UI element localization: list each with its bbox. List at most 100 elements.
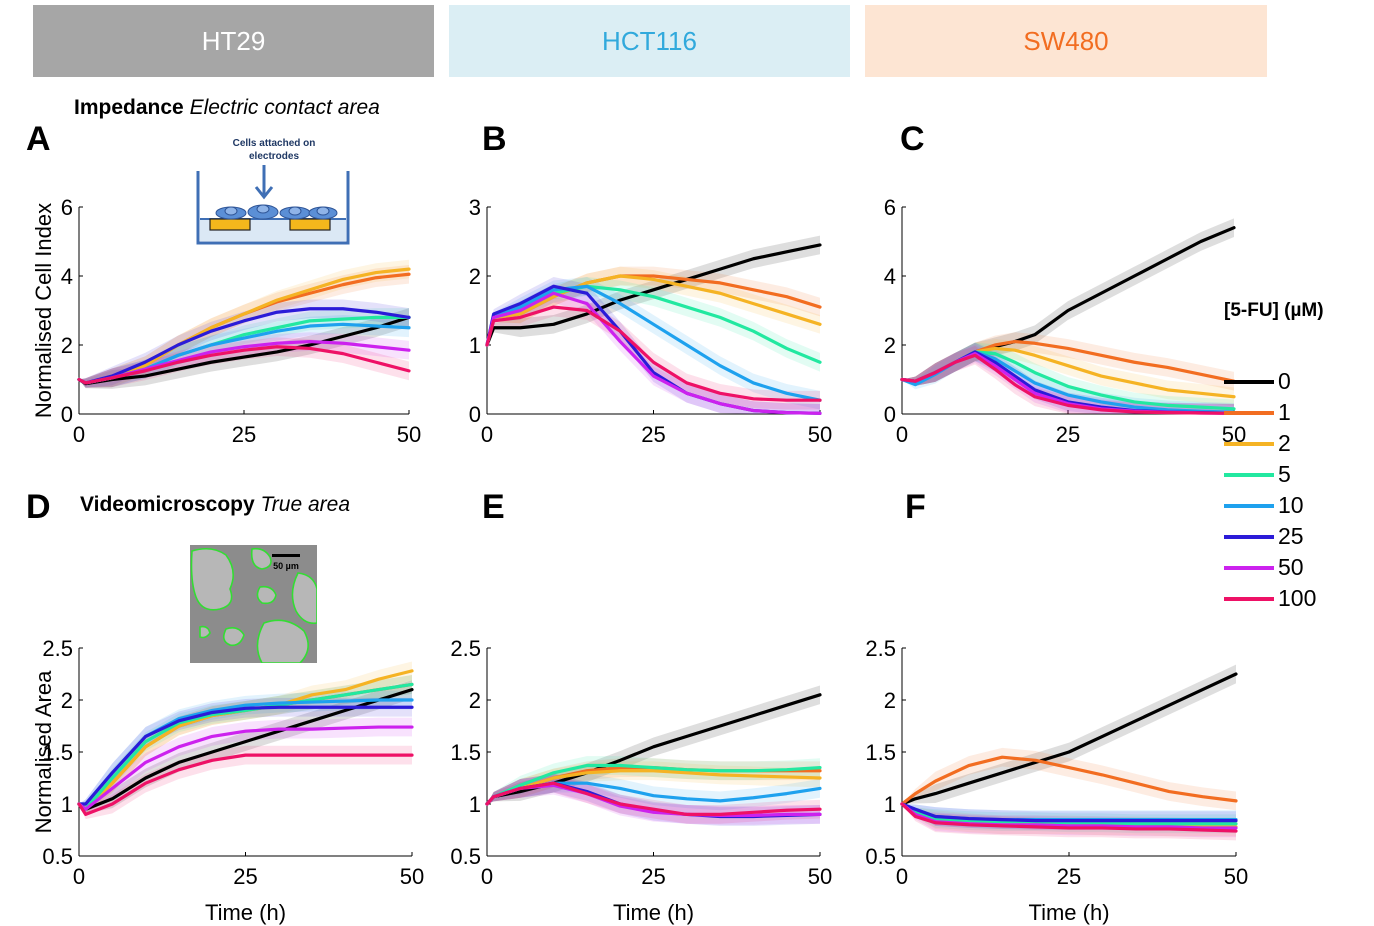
series-0-line (485, 243, 822, 347)
well-outline (196, 171, 350, 245)
legend-item-2: 2 (1224, 428, 1372, 459)
y-tick-label: 0 (469, 402, 481, 427)
header-sw480-label: SW480 (1023, 25, 1109, 56)
x-tick-label: 50 (808, 864, 832, 889)
y-tick-label: 2 (61, 333, 73, 358)
y-tick-label: 2.5 (450, 636, 481, 661)
x-axis-label: Time (h) (1028, 900, 1109, 925)
series-10-error-band (79, 690, 412, 809)
y-tick-label: 0.5 (42, 844, 73, 869)
series-25-error-band (79, 697, 412, 809)
impedance-title-bold: Impedance (74, 96, 184, 119)
y-tick-label: 1.5 (450, 740, 481, 765)
legend-label: 5 (1278, 461, 1291, 487)
inset-caption-1: Cells attached on (233, 138, 316, 149)
scale-bar (272, 554, 300, 557)
x-tick-label: 50 (1224, 864, 1248, 889)
x-tick-label: 50 (397, 422, 421, 447)
series-0-error-band (79, 680, 412, 814)
impedance-title-italic: Electric contact area (189, 96, 380, 119)
series-25-line (77, 705, 414, 806)
scale-bar-label: 50 µm (273, 561, 299, 571)
x-tick-label: 0 (481, 864, 493, 889)
legend-swatch (1224, 472, 1274, 477)
legend-swatch (1224, 565, 1274, 570)
series-100-line (485, 305, 822, 402)
series-2-error-band (487, 266, 820, 345)
y-tick-label: 2 (469, 688, 481, 713)
y-tick-label: 0 (884, 402, 896, 427)
series-50-line (77, 725, 414, 811)
series-0-line (900, 672, 1238, 806)
legend-swatch (1224, 596, 1274, 601)
legend-item-5: 5 (1224, 459, 1372, 490)
y-tick-label: 1.5 (865, 740, 896, 765)
cell-colonies (190, 547, 318, 664)
video-title-italic: True area (260, 493, 351, 516)
panel-letter-b: B (482, 120, 507, 158)
y-tick-label: 0.5 (865, 844, 896, 869)
legend-swatch (1224, 534, 1274, 539)
y-tick-label: 6 (884, 195, 896, 220)
legend: [5-FU] (µM) 0 1 2 5 10 25 50 100 (1224, 300, 1372, 614)
cells-icon (215, 204, 338, 220)
y-tick-label: 1 (884, 792, 896, 817)
chart-panel-d: 0 25 50 0.5 1 1.5 2 2.5 Normalised Area Time (h) (31, 636, 424, 925)
header-ht29-label: HT29 (201, 25, 266, 56)
y-tick-label: 3 (469, 195, 481, 220)
inset-caption-2: electrodes (249, 151, 299, 162)
y-tick-label: 2 (884, 688, 896, 713)
series-10-error-band (79, 314, 409, 388)
x-axis-label: Time (h) (613, 900, 694, 925)
y-tick-label: 2 (884, 333, 896, 358)
header-ht29: HT29 (33, 5, 434, 77)
x-tick-label: 0 (481, 422, 493, 447)
series-5-line (485, 763, 822, 806)
series-0-line (485, 693, 822, 806)
series-1-error-band (902, 747, 1236, 811)
legend-swatch (1224, 379, 1274, 384)
panel-letter-f: F (905, 488, 926, 526)
series-100-line (77, 753, 414, 817)
series-25-line (900, 802, 1238, 823)
x-tick-label: 25 (1057, 864, 1081, 889)
x-tick-label: 50 (400, 864, 424, 889)
x-tick-label: 25 (232, 422, 256, 447)
y-tick-label: 4 (884, 264, 896, 289)
legend-label: 25 (1278, 523, 1304, 549)
x-tick-label: 25 (1056, 422, 1080, 447)
legend-swatch (1224, 503, 1274, 508)
y-tick-label: 2.5 (865, 636, 896, 661)
series-1-line (900, 755, 1238, 806)
series-0-error-band (79, 308, 409, 389)
header-hct116-label: HCT116 (602, 25, 697, 56)
header-sw480: SW480 (865, 5, 1267, 77)
legend-item-0: 0 (1224, 366, 1372, 397)
legend-label: 1 (1278, 399, 1291, 425)
series-100-line (77, 345, 411, 385)
x-tick-label: 25 (641, 422, 665, 447)
chart-panel-b: 0 25 50 0 1 2 3 (469, 195, 832, 447)
microscopy-inset: 50 µm (190, 545, 318, 664)
y-axis-label: Normalised Cell Index (31, 203, 56, 418)
series-50-line (485, 291, 822, 415)
series-0-error-band (902, 664, 1236, 804)
y-tick-label: 0 (61, 402, 73, 427)
header-hct116: HCT116 (449, 5, 850, 77)
x-tick-label: 25 (233, 864, 257, 889)
electrode-left (209, 218, 251, 231)
series-10-line (485, 284, 822, 402)
y-tick-label: 1 (469, 792, 481, 817)
panel-letter-e: E (482, 488, 505, 526)
x-axis-label: Time (h) (205, 900, 286, 925)
legend-item-50: 50 (1224, 552, 1372, 583)
arrow-down-icon (254, 165, 274, 200)
x-tick-label: 0 (73, 422, 85, 447)
series-10-error-band (487, 277, 820, 410)
series-100-error-band (79, 745, 412, 820)
y-tick-label: 1 (469, 333, 481, 358)
series-100-error-band (487, 297, 820, 410)
legend-label: 0 (1278, 368, 1291, 394)
